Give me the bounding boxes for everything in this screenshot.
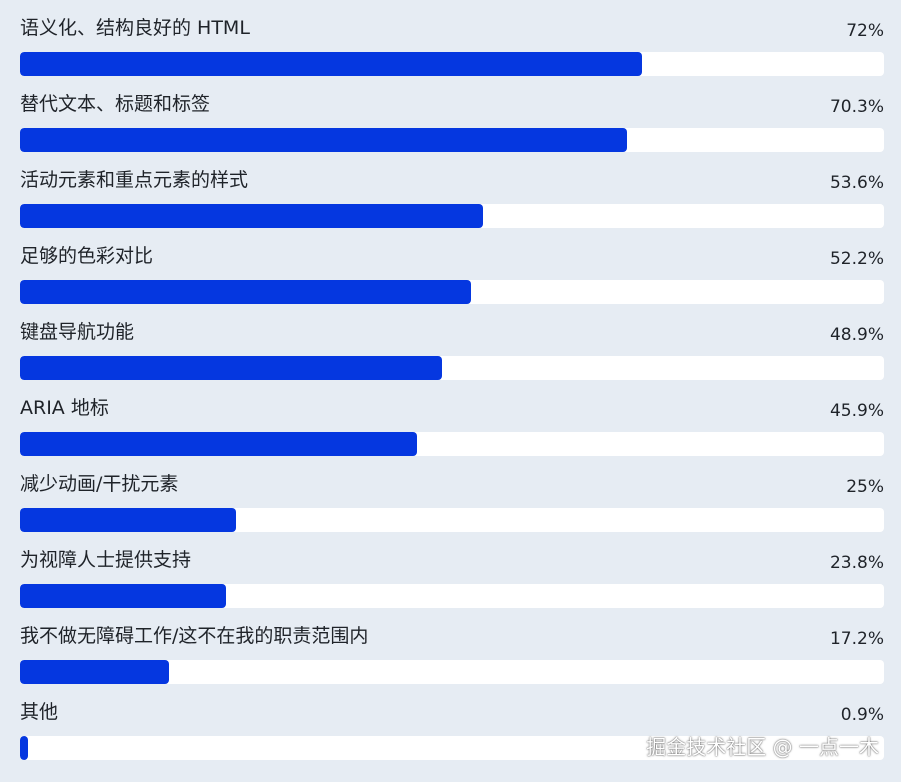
bar (20, 660, 169, 684)
bar-row: 我不做无障碍工作/这不在我的职责范围内 17.2% (20, 608, 884, 684)
bar-track (20, 508, 884, 532)
bar (20, 128, 628, 152)
bar (20, 280, 471, 304)
bar-track (20, 280, 884, 304)
watermark: 掘金技术社区 @ 一点一木 (646, 735, 879, 759)
value-label: 48.9% (829, 325, 884, 345)
bar (20, 52, 643, 76)
category-label: 为视障人士提供支持 (20, 549, 192, 571)
bar-row: 替代文本、标题和标签 70.3% (20, 76, 884, 152)
category-label: 替代文本、标题和标签 (20, 93, 211, 115)
value-label: 23.8% (829, 553, 884, 573)
bar (20, 356, 443, 380)
bar-track (20, 356, 884, 380)
bar-row: 键盘导航功能 48.9% (20, 304, 884, 380)
category-label: 减少动画/干扰元素 (20, 473, 179, 495)
bar-track (20, 584, 884, 608)
bar (20, 508, 236, 532)
bar (20, 432, 417, 456)
bar (20, 584, 226, 608)
value-label: 25% (846, 477, 884, 497)
bar-track (20, 52, 884, 76)
bar-track (20, 736, 884, 760)
value-label: 52.2% (829, 249, 884, 269)
value-label: 17.2% (829, 629, 884, 649)
bar-row: ARIA 地标 45.9% (20, 380, 884, 456)
category-label: 我不做无障碍工作/这不在我的职责范围内 (20, 625, 369, 647)
bar-track (20, 432, 884, 456)
value-label: 53.6% (829, 173, 884, 193)
value-label: 72% (846, 21, 884, 41)
category-label: 足够的色彩对比 (20, 245, 154, 267)
bar-track (20, 660, 884, 684)
bar-row: 减少动画/干扰元素 25% (20, 456, 884, 532)
value-label: 45.9% (829, 401, 884, 421)
bar-row: 为视障人士提供支持 23.8% (20, 532, 884, 608)
category-label: 活动元素和重点元素的样式 (20, 169, 249, 191)
bar-row: 足够的色彩对比 52.2% (20, 228, 884, 304)
category-label: ARIA 地标 (20, 397, 109, 419)
bar (20, 736, 28, 760)
category-label: 键盘导航功能 (20, 321, 135, 343)
value-label: 0.9% (840, 705, 884, 725)
bar-row: 语义化、结构良好的 HTML 72% (20, 0, 884, 76)
bar (20, 204, 484, 228)
bar-track (20, 204, 884, 228)
bar-row: 活动元素和重点元素的样式 53.6% (20, 152, 884, 228)
value-label: 70.3% (829, 97, 884, 117)
bar-row: 其他 0.9% (20, 684, 884, 760)
category-label: 其他 (20, 701, 59, 723)
bar-track (20, 128, 884, 152)
category-label: 语义化、结构良好的 HTML (20, 17, 250, 39)
